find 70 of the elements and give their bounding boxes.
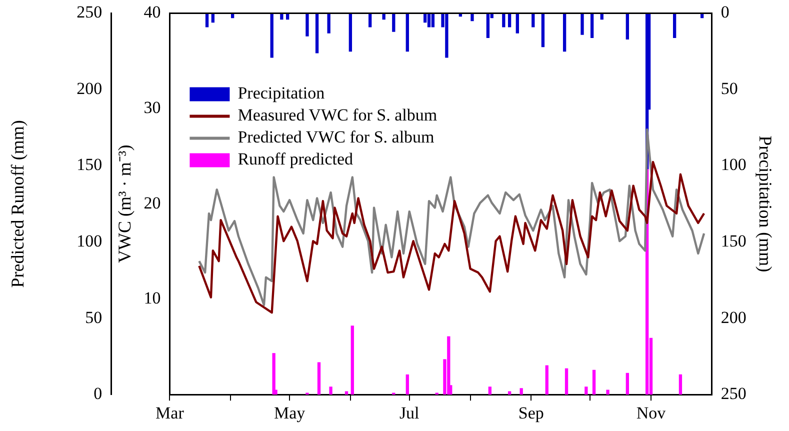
x-tick-label: Jul	[399, 403, 420, 422]
legend-label: Measured VWC for S. album	[238, 106, 438, 125]
bar	[508, 391, 512, 395]
bar	[329, 386, 332, 395]
x-tick-label: Sep	[518, 403, 544, 422]
legend-label: Precipitation	[238, 84, 326, 103]
bar	[280, 13, 284, 20]
x-tick-label: May	[274, 403, 306, 422]
y2-axis-title: Precipitation (mm)	[755, 136, 776, 272]
bar	[406, 13, 409, 52]
bar	[486, 13, 490, 38]
bar	[678, 374, 682, 395]
y2-tick-label: 200	[720, 308, 746, 327]
bar	[344, 391, 348, 395]
bar	[606, 390, 610, 395]
y3-tick-label: 0	[94, 384, 102, 404]
bar	[350, 326, 354, 395]
bar	[545, 365, 548, 395]
bar	[590, 13, 594, 38]
bar	[315, 13, 319, 54]
bar	[427, 13, 431, 28]
x-tick-label: Mar	[156, 403, 184, 422]
y2-tick-label: 50	[720, 78, 738, 98]
bar	[564, 368, 568, 395]
y-tick-label: 30	[144, 98, 161, 118]
bar	[488, 386, 492, 395]
bar	[592, 370, 596, 395]
bar	[502, 13, 506, 28]
x-tick-label: Nov	[636, 403, 666, 422]
y3-tick-label: 100	[76, 232, 102, 251]
bar	[392, 13, 396, 32]
bar	[626, 372, 630, 395]
bar	[532, 13, 535, 28]
y2-tick-label: 0	[720, 2, 730, 22]
bar	[272, 353, 276, 395]
bar	[541, 13, 545, 48]
bar	[562, 13, 566, 52]
y3-axis-title: Predicted Runoff (mm)	[8, 120, 28, 288]
y-tick-label: 40	[144, 2, 161, 22]
bar	[270, 13, 274, 58]
bar	[672, 13, 676, 38]
bar	[382, 13, 386, 20]
y3-tick-label: 200	[76, 78, 102, 98]
y2-tick-label: 150	[720, 232, 746, 251]
bar	[317, 362, 321, 395]
bar	[520, 388, 523, 395]
y3-tick-label: 150	[76, 155, 102, 174]
bar	[584, 386, 588, 395]
bar	[327, 13, 330, 34]
y3-tick-label: 50	[85, 308, 102, 327]
bar	[470, 13, 474, 22]
legend-label: Predicted VWC for S. album	[238, 128, 434, 147]
bar	[508, 13, 512, 28]
y3-tick-label: 250	[76, 2, 102, 22]
bar	[445, 13, 448, 58]
bar	[406, 374, 409, 395]
bar	[431, 13, 435, 28]
bar	[205, 13, 209, 28]
bar	[580, 13, 584, 35]
y2-tick-label: 250	[720, 384, 746, 404]
y-axis-title: VWC (m³ · m⁻³)	[114, 144, 135, 264]
y2-tick-label: 100	[720, 155, 746, 174]
bar	[516, 13, 519, 34]
bar	[348, 13, 352, 52]
bar	[626, 13, 630, 40]
y-tick-label: 10	[144, 288, 161, 308]
legend-label: Runoff predicted	[238, 150, 354, 169]
bar	[368, 13, 372, 28]
y-tick-label: 20	[144, 193, 161, 212]
bar	[306, 13, 309, 36]
